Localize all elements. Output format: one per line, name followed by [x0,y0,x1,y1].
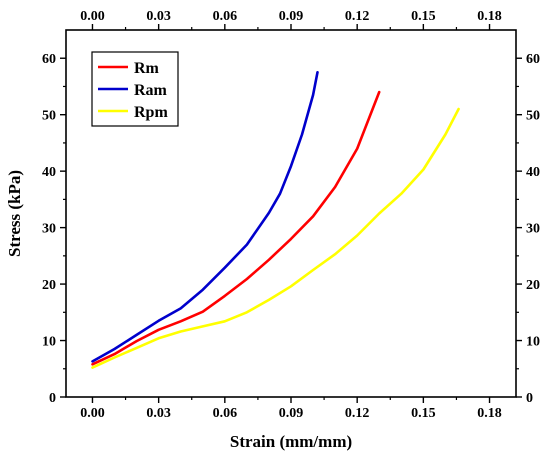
axes-layer: 0.00 0.00 0.03 0.03 0.06 0.06 0.09 0.09 0.12 0.12… [42,9,540,421]
legend-label-rm: Rm [134,60,160,77]
series-layer [91,71,460,369]
y-tick-label-left: 40 [42,165,56,180]
legend: Rm Ram Rpm [91,51,179,127]
x-tick-label-top: 0.12 [345,9,370,24]
y-tick-label-left: 50 [42,109,56,124]
y-tick-label-right: 30 [526,222,540,237]
x-tick-label-top: 0.00 [80,9,105,24]
x-tick-label-bottom: 0.15 [411,406,436,421]
y-tick-label-left: 20 [42,278,56,293]
y-tick-label-right: 50 [526,109,540,124]
x-tick-label-bottom: 0.09 [279,406,304,421]
x-axis-title: Strain (mm/mm) [230,432,352,451]
x-tick-label-bottom: 0.06 [213,406,238,421]
x-tick-label-bottom: 0.12 [345,406,370,421]
y-tick-label-right: 40 [526,165,540,180]
series-line-rpm [91,107,460,369]
x-tick-label-top: 0.09 [279,9,304,24]
y-tick-label-right: 10 [526,335,540,350]
x-tick-label-top: 0.06 [213,9,238,24]
y-tick-label-left: 0 [49,391,56,406]
y-tick-label-left: 10 [42,335,56,350]
x-tick-label-bottom: 0.00 [80,406,105,421]
y-tick-label-left: 30 [42,222,56,237]
x-tick-label-bottom: 0.18 [477,406,502,421]
y-axis-title: Stress (kPa) [5,170,24,257]
y-tick-label-left: 60 [42,52,56,67]
legend-label-ram: Ram [134,82,168,99]
y-tick-label-right: 60 [526,52,540,67]
x-tick-label-top: 0.15 [411,9,436,24]
series-line-ram [91,71,319,363]
y-tick-label-right: 20 [526,278,540,293]
legend-label-rpm: Rpm [134,104,168,121]
x-tick-label-top: 0.18 [477,9,502,24]
y-tick-label-right: 0 [526,391,533,406]
x-tick-label-top: 0.03 [146,9,171,24]
series-line-rm [91,90,381,366]
x-tick-label-bottom: 0.03 [146,406,171,421]
